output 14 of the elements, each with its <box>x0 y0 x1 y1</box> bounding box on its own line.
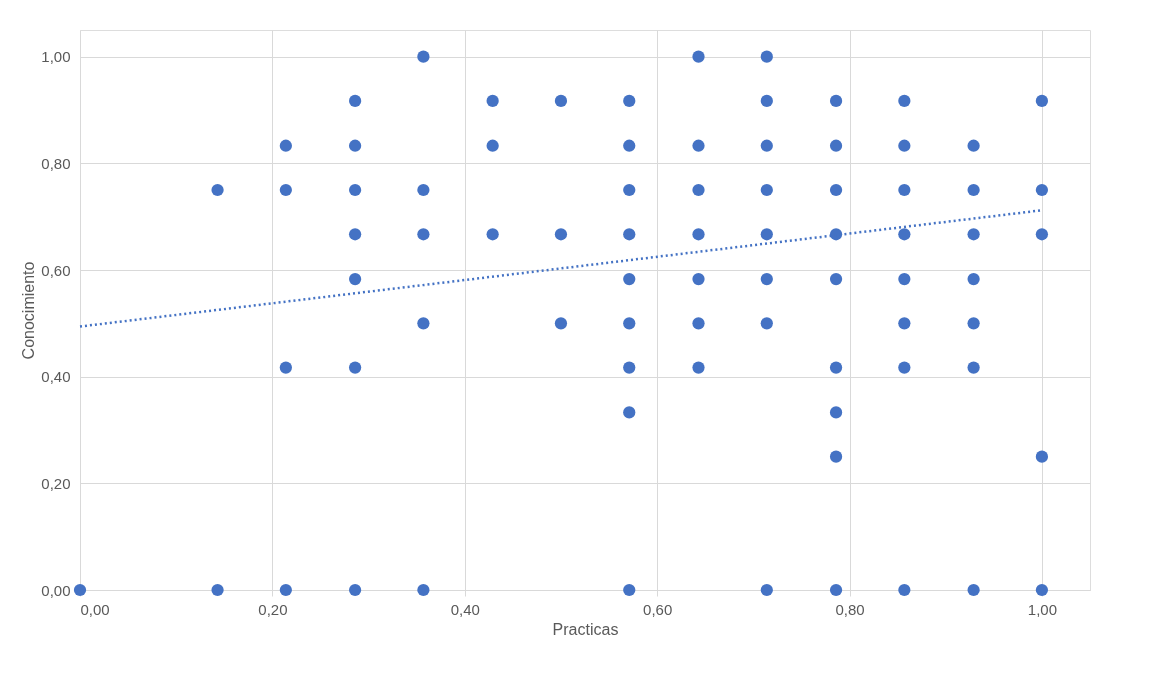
y-tick-label: 0,00 <box>41 581 71 599</box>
y-tick-label: 0,60 <box>41 261 71 279</box>
y-tick-label: 0,20 <box>41 474 71 492</box>
y-tick-label: 1,00 <box>41 48 71 66</box>
x-tick-label: 1,00 <box>1027 600 1058 618</box>
y-axis-title: Conocimiento <box>20 261 38 360</box>
x-axis-title: Practicas <box>552 620 619 638</box>
x-tick-label: 0,60 <box>643 600 673 618</box>
x-tick-label: 0,40 <box>450 600 480 618</box>
x-tick-label: 0,00 <box>80 600 110 618</box>
y-tick-label: 0,80 <box>41 154 71 172</box>
x-tick-label: 0,20 <box>258 600 288 618</box>
y-tick-label: 0,40 <box>41 368 71 386</box>
x-tick-label: 0,80 <box>835 600 865 618</box>
